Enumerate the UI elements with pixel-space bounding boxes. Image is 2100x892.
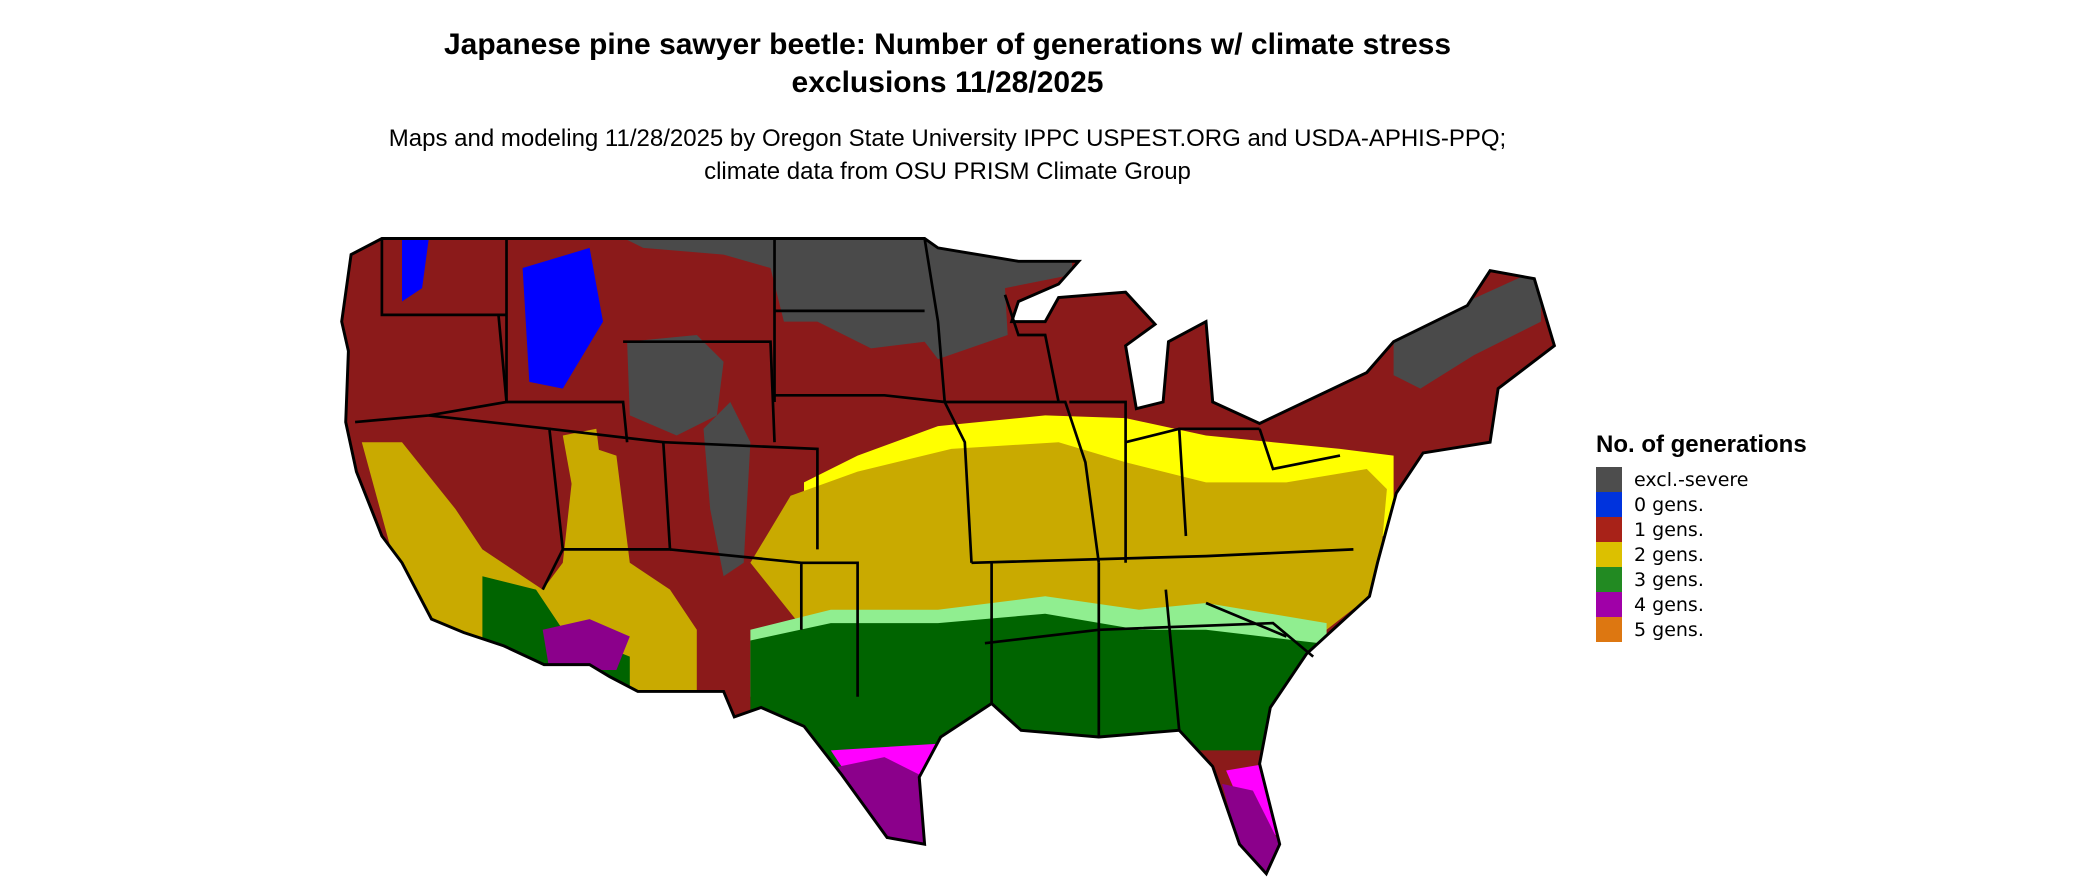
generation-region [562, 428, 603, 510]
legend-item: 0 gens. [1596, 492, 1807, 517]
generation-region [402, 238, 429, 302]
generation-region [616, 238, 1073, 360]
legend-swatch [1596, 592, 1622, 617]
legend-title: No. of generations [1596, 431, 1807, 458]
state-border [774, 393, 945, 404]
legend-swatch [1596, 542, 1622, 567]
legend-label: 4 gens. [1634, 593, 1704, 616]
state-border [944, 400, 1101, 563]
state-border [380, 238, 507, 317]
legend: No. of generations excl.-severe 0 gens. 1 … [1596, 430, 1807, 642]
legend-item: excl.-severe [1596, 467, 1807, 492]
legend-label: 5 gens. [1634, 618, 1704, 641]
legend-label: 3 gens. [1634, 568, 1704, 591]
legend-swatch [1596, 567, 1622, 592]
state-border [1069, 400, 1127, 563]
state-border [428, 414, 565, 591]
legend-item: 3 gens. [1596, 567, 1807, 592]
state-border [1258, 428, 1341, 471]
us-outline [340, 237, 1557, 877]
generation-region [1222, 783, 1280, 874]
state-border [801, 561, 859, 697]
legend-item: 4 gens. [1596, 592, 1807, 617]
map-subtitle: Maps and modeling 11/28/2025 by Oregon S… [388, 125, 1507, 185]
state-border [1205, 601, 1287, 638]
legend-label: excl.-severe [1634, 468, 1749, 491]
state-border [1164, 589, 1181, 731]
generation-region [542, 619, 630, 670]
state-border [971, 548, 1354, 565]
legend-swatch [1596, 617, 1622, 642]
state-border [354, 314, 508, 424]
legend-rows: excl.-severe 0 gens. 1 gens. 2 gens. 3 gens.… [1596, 467, 1807, 642]
generation-region [522, 247, 603, 389]
legend-label: 1 gens. [1634, 518, 1704, 541]
state-border [663, 440, 819, 550]
state-border [984, 621, 1315, 658]
state-border [1177, 428, 1188, 537]
legend-swatch [1596, 517, 1622, 542]
legend-label: 0 gens. [1634, 493, 1704, 516]
legend-item: 2 gens. [1596, 542, 1807, 567]
state-border [1003, 294, 1060, 403]
legend-swatch [1596, 467, 1622, 492]
generation-region [750, 442, 1387, 630]
legend-label: 2 gens. [1634, 543, 1704, 566]
state-border [623, 340, 776, 443]
legend-item: 5 gens. [1596, 617, 1807, 642]
map-title: Japanese pine sawyer beetle: Number of g… [443, 28, 1452, 99]
legend-item: 1 gens. [1596, 517, 1807, 542]
generation-region [1393, 268, 1541, 389]
generation-region [627, 335, 724, 436]
state-border [549, 427, 672, 551]
state-border [506, 400, 629, 443]
generation-region [820, 757, 925, 851]
legend-swatch [1596, 492, 1622, 517]
